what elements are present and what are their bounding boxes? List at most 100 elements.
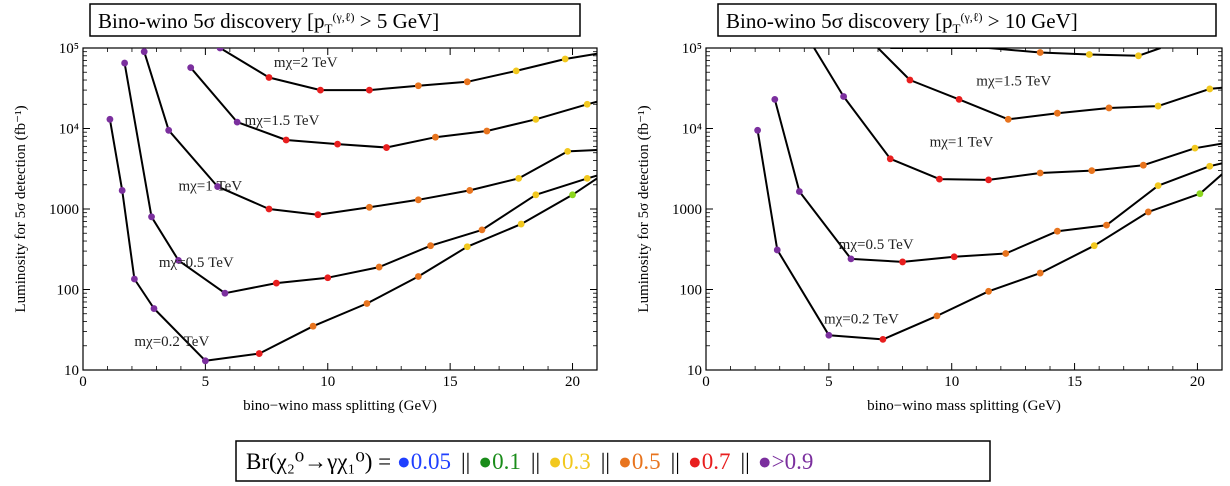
data-point: [1090, 242, 1098, 250]
data-point: [1036, 49, 1044, 56]
data-point: [463, 78, 471, 86]
legend-item-label: 0.7: [702, 449, 731, 474]
data-point: [1103, 221, 1110, 229]
data-point: [771, 95, 779, 103]
data-point: [825, 331, 833, 339]
legend-item-label: 0.05: [411, 449, 451, 474]
data-point: [140, 48, 148, 56]
data-point: [187, 64, 195, 72]
x-tick-label: 0: [79, 374, 87, 390]
plot-frame: [705, 47, 1223, 371]
y-tick-label: 1000: [672, 202, 702, 218]
y-tick-label: 100: [57, 283, 80, 299]
y-tick-label: 100: [680, 283, 703, 299]
data-point: [255, 350, 263, 357]
data-point: [583, 174, 591, 182]
series-label: mχ=0.5 TeV: [839, 237, 914, 253]
legend-item-label: >0.9: [772, 449, 814, 474]
legend-separator: ||: [601, 449, 610, 474]
data-point: [1191, 144, 1199, 152]
legend-item-label: 0.5: [632, 449, 661, 474]
data-point: [265, 74, 273, 81]
title-sub: T: [953, 21, 961, 36]
title-box: [89, 3, 581, 37]
title-tail: > 5 GeV]: [355, 9, 440, 33]
data-point: [221, 289, 229, 297]
data-point: [414, 82, 422, 90]
data-point: [1105, 104, 1113, 112]
x-tick-label: 20: [1190, 374, 1205, 390]
title-main: Bino-wino 5σ discovery [p: [98, 9, 325, 33]
title-sub: T: [325, 21, 333, 36]
right-chart-panel: Bino-wino 5σ discovery [pT(γ,ℓ) > 10 GeV…: [636, 3, 1223, 414]
series-line: [123, 62, 597, 295]
data-point: [363, 300, 371, 307]
legend-separator: ||: [531, 449, 540, 474]
legend-dot: ●: [397, 449, 411, 474]
legend-prefix: Br(χ₂⁰→γχ₁⁰) =: [246, 449, 397, 474]
y-tick-label: 10: [64, 363, 79, 379]
data-point: [414, 196, 422, 204]
x-tick-label: 0: [702, 374, 710, 390]
legend-dot: ●: [548, 449, 562, 474]
series-label: mχ=1 TeV: [930, 134, 994, 150]
y-tick-label: 10⁵: [682, 41, 702, 57]
plot-frame: [82, 47, 598, 371]
left-chart-panel: Bino-wino 5σ discovery [pT(γ,ℓ) > 5 GeV]…: [13, 3, 598, 414]
data-point: [1154, 182, 1162, 190]
data-point: [985, 176, 992, 184]
x-tick-label: 15: [1067, 374, 1082, 390]
y-tick-label: 10: [687, 363, 702, 379]
data-point: [324, 274, 332, 282]
y-tick-label: 1000: [49, 202, 79, 218]
data-point: [847, 255, 855, 263]
title-tail: > 10 GeV]: [983, 9, 1078, 33]
legend-separator: ||: [741, 449, 750, 474]
title-sup: (γ,ℓ): [333, 10, 355, 24]
data-point: [1088, 167, 1096, 174]
data-point: [955, 95, 963, 103]
data-point: [1085, 51, 1093, 58]
data-point: [427, 242, 434, 250]
data-point: [1196, 190, 1204, 198]
title-main: Bino-wino 5σ discovery [p: [726, 9, 953, 33]
data-point: [1206, 162, 1214, 170]
series-label: mχ=0.2 TeV: [824, 311, 899, 327]
data-point: [933, 312, 941, 320]
legend-box: [235, 440, 991, 482]
data-point: [483, 127, 491, 135]
y-tick-label: 10⁵: [59, 41, 79, 57]
data-point: [512, 67, 520, 75]
data-point: [1004, 115, 1012, 123]
series-label: mχ=2 TeV: [274, 55, 338, 71]
data-point: [1036, 269, 1044, 277]
series-line: [890, 48, 1161, 57]
curves: [106, 48, 597, 365]
legend-separator: ||: [671, 449, 680, 474]
data-point: [1206, 85, 1214, 93]
legend-dot: ●: [688, 449, 702, 474]
data-point: [233, 118, 241, 126]
chart-title: Bino-wino 5σ discovery [pT(γ,ℓ) > 10 GeV…: [717, 3, 1217, 37]
title-sup: (γ,ℓ): [961, 10, 983, 24]
legend-text: Br(χ₂⁰→γχ₁⁰) = ●0.05 || ●0.1 || ●0.3 || ●0.5 ||…: [246, 449, 813, 474]
data-point: [1053, 227, 1061, 235]
data-point: [1036, 169, 1044, 177]
data-point: [131, 275, 138, 283]
x-tick-label: 5: [202, 374, 210, 390]
data-point: [317, 86, 324, 94]
data-point: [754, 126, 761, 134]
data-point: [1154, 102, 1162, 110]
data-point: [795, 188, 803, 195]
data-point: [165, 126, 173, 134]
x-tick-label: 20: [565, 374, 580, 390]
data-point: [1002, 250, 1010, 257]
data-point: [383, 144, 390, 151]
series-label: mχ=1.5 TeV: [976, 74, 1051, 90]
data-point: [985, 287, 992, 295]
data-point: [175, 256, 182, 264]
series-line: [813, 48, 1222, 181]
series-label: mχ=0.5 TeV: [159, 255, 234, 271]
data-point: [216, 48, 224, 52]
x-tick-label: 10: [944, 374, 959, 390]
